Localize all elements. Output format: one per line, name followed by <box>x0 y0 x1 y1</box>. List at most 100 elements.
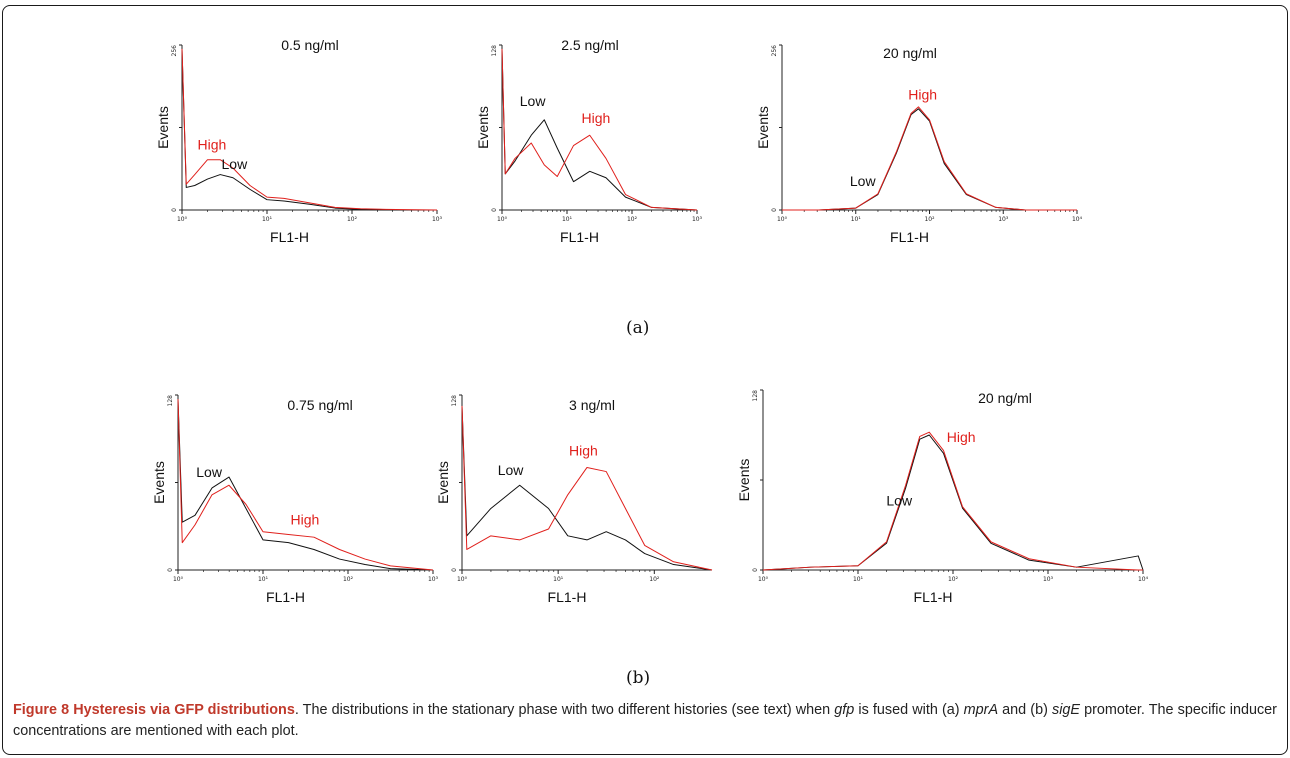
y-tick-label: 0 <box>771 208 778 212</box>
low-series-label: Low <box>222 156 249 172</box>
x-tick-label: 10⁴ <box>1072 216 1083 223</box>
x-tick-label: 10¹ <box>562 216 573 223</box>
chart-b2: 0 128 10⁰ 10¹ 10² FL1-H Events 3 ng/ml Low High <box>435 394 713 605</box>
low-series-line <box>782 108 1077 211</box>
y-tick-label: 256 <box>171 45 178 57</box>
low-series-line <box>461 405 713 571</box>
x-tick-label: 10⁰ <box>457 576 468 583</box>
x-tick-label: 10² <box>948 576 959 583</box>
chart-a2: 0 128 10⁰ 10¹ 10² 10³ FL1-H Events 2.5 ng/ml Low H… <box>475 37 703 245</box>
chart-b1: 0 128 10⁰ 10¹ 10² 10³ FL1-H Events 0.75 ng/ml Low… <box>151 394 439 605</box>
chart-a3: 0 256 10⁰ 10¹ 10² 10³ 10⁴ FL1-H Events 20 ng/ml Lo… <box>755 44 1083 245</box>
y-tick-label: 0 <box>171 208 178 212</box>
high-series-line <box>177 399 434 571</box>
subfigure-label-a: (a) <box>626 318 650 338</box>
x-axis-label: FL1-H <box>560 229 599 245</box>
y-axis-label: Events <box>475 106 491 149</box>
x-axis-label: FL1-H <box>266 589 305 605</box>
low-series-line <box>762 434 1144 571</box>
panel-a2: 0 128 10⁰ 10¹ 10² 10³ FL1-H Events 2.5 ng/ml Low H… <box>470 20 720 245</box>
caption-text-4: promoter. The specific inducer concentra… <box>13 702 1277 739</box>
caption-gene: gfp <box>834 702 855 718</box>
x-tick-label: 10⁰ <box>177 216 188 223</box>
low-series-label: Low <box>498 462 525 478</box>
low-series-label: Low <box>196 464 223 480</box>
panel-b2: 0 128 10⁰ 10¹ 10² FL1-H Events 3 ng/ml Low High <box>432 380 732 610</box>
caption-promoter-a: mprA <box>963 702 999 718</box>
x-tick-label: 10³ <box>692 216 703 223</box>
y-tick-label: 128 <box>491 45 498 57</box>
x-tick-label: 10² <box>347 216 358 223</box>
concentration-label: 20 ng/ml <box>978 390 1032 406</box>
x-tick-label: 10⁴ <box>1138 576 1149 583</box>
low-series-label: Low <box>886 493 913 509</box>
x-tick-label: 10² <box>924 216 935 223</box>
x-tick-label: 10² <box>649 576 660 583</box>
x-tick-label: 10¹ <box>851 216 862 223</box>
caption-text-2: is fused with (a) <box>854 702 964 718</box>
x-tick-label: 10³ <box>1043 576 1054 583</box>
caption-title: Figure 8 Hysteresis via GFP distribution… <box>13 702 295 718</box>
y-tick-label: 128 <box>752 390 759 402</box>
y-tick-label: 128 <box>451 395 458 407</box>
caption-text-3: and (b) <box>998 702 1052 718</box>
y-tick-label: 0 <box>167 568 174 572</box>
x-axis-label: FL1-H <box>914 589 953 605</box>
x-axis-label: FL1-H <box>548 589 587 605</box>
x-tick-label: 10⁰ <box>777 216 788 223</box>
high-series-label: High <box>947 429 976 445</box>
figure-caption: Figure 8 Hysteresis via GFP distribution… <box>13 700 1277 742</box>
x-tick-label: 10² <box>343 576 354 583</box>
concentration-label: 3 ng/ml <box>569 397 615 413</box>
concentration-label: 2.5 ng/ml <box>561 37 619 53</box>
low-series-line <box>501 48 698 211</box>
y-axis-label: Events <box>755 106 771 149</box>
x-axis-label: FL1-H <box>890 229 929 245</box>
subfigure-label-b: (b) <box>626 668 651 688</box>
y-tick-label: 0 <box>451 568 458 572</box>
concentration-label: 20 ng/ml <box>883 45 937 61</box>
high-series-line <box>461 405 713 571</box>
high-series-line <box>782 106 1077 211</box>
y-axis-label: Events <box>435 461 451 504</box>
high-series-label: High <box>582 110 611 126</box>
x-tick-label: 10¹ <box>258 576 269 583</box>
high-series-label: High <box>198 137 227 153</box>
low-series-label: Low <box>850 173 877 189</box>
low-series-line <box>177 399 434 571</box>
concentration-label: 0.5 ng/ml <box>281 37 339 53</box>
panel-a1: 0 256 10⁰ 10¹ 10² 10³ FL1-H Events 0.5 ng/ml Low H… <box>150 20 450 245</box>
x-tick-label: 10¹ <box>262 216 273 223</box>
chart-b3: 0 128 10⁰ 10¹ 10² 10³ 10⁴ FL1-H Events 20 ng/ml Lo… <box>736 389 1149 605</box>
low-series-line <box>181 48 437 211</box>
y-tick-label: 0 <box>491 208 498 212</box>
high-series-line <box>181 48 438 211</box>
high-series-label: High <box>569 442 598 458</box>
high-series-line <box>501 48 698 211</box>
panel-b3: 0 128 10⁰ 10¹ 10² 10³ 10⁴ FL1-H Events 20 ng/ml Lo… <box>735 375 1149 620</box>
x-tick-label: 10³ <box>428 576 439 583</box>
y-tick-label: 0 <box>752 568 759 572</box>
figure-frame <box>2 5 1288 755</box>
x-tick-label: 10² <box>627 216 638 223</box>
high-series-label: High <box>291 511 320 527</box>
high-series-line <box>762 431 1143 571</box>
x-tick-label: 10⁰ <box>758 576 769 583</box>
x-tick-label: 10³ <box>998 216 1009 223</box>
x-tick-label: 10³ <box>432 216 443 223</box>
x-tick-label: 10⁰ <box>497 216 508 223</box>
x-tick-label: 10⁰ <box>173 576 184 583</box>
concentration-label: 0.75 ng/ml <box>287 397 352 413</box>
x-tick-label: 10¹ <box>853 576 864 583</box>
y-axis-label: Events <box>736 459 752 502</box>
y-axis-label: Events <box>151 461 167 504</box>
caption-text-1: . The distributions in the stationary ph… <box>294 702 835 718</box>
chart-a1: 0 256 10⁰ 10¹ 10² 10³ FL1-H Events 0.5 ng/ml Low H… <box>155 37 443 245</box>
high-series-label: High <box>908 86 937 102</box>
x-tick-label: 10¹ <box>553 576 564 583</box>
panel-a3: 0 256 10⁰ 10¹ 10² 10³ 10⁴ FL1-H Events 20 ng/ml Lo… <box>750 20 1100 245</box>
x-axis-label: FL1-H <box>270 229 309 245</box>
caption-promoter-b: sigE <box>1052 702 1080 718</box>
y-axis-label: Events <box>155 106 171 149</box>
panel-b1: 0 128 10⁰ 10¹ 10² 10³ FL1-H Events 0.75 ng/ml Low… <box>150 380 450 610</box>
